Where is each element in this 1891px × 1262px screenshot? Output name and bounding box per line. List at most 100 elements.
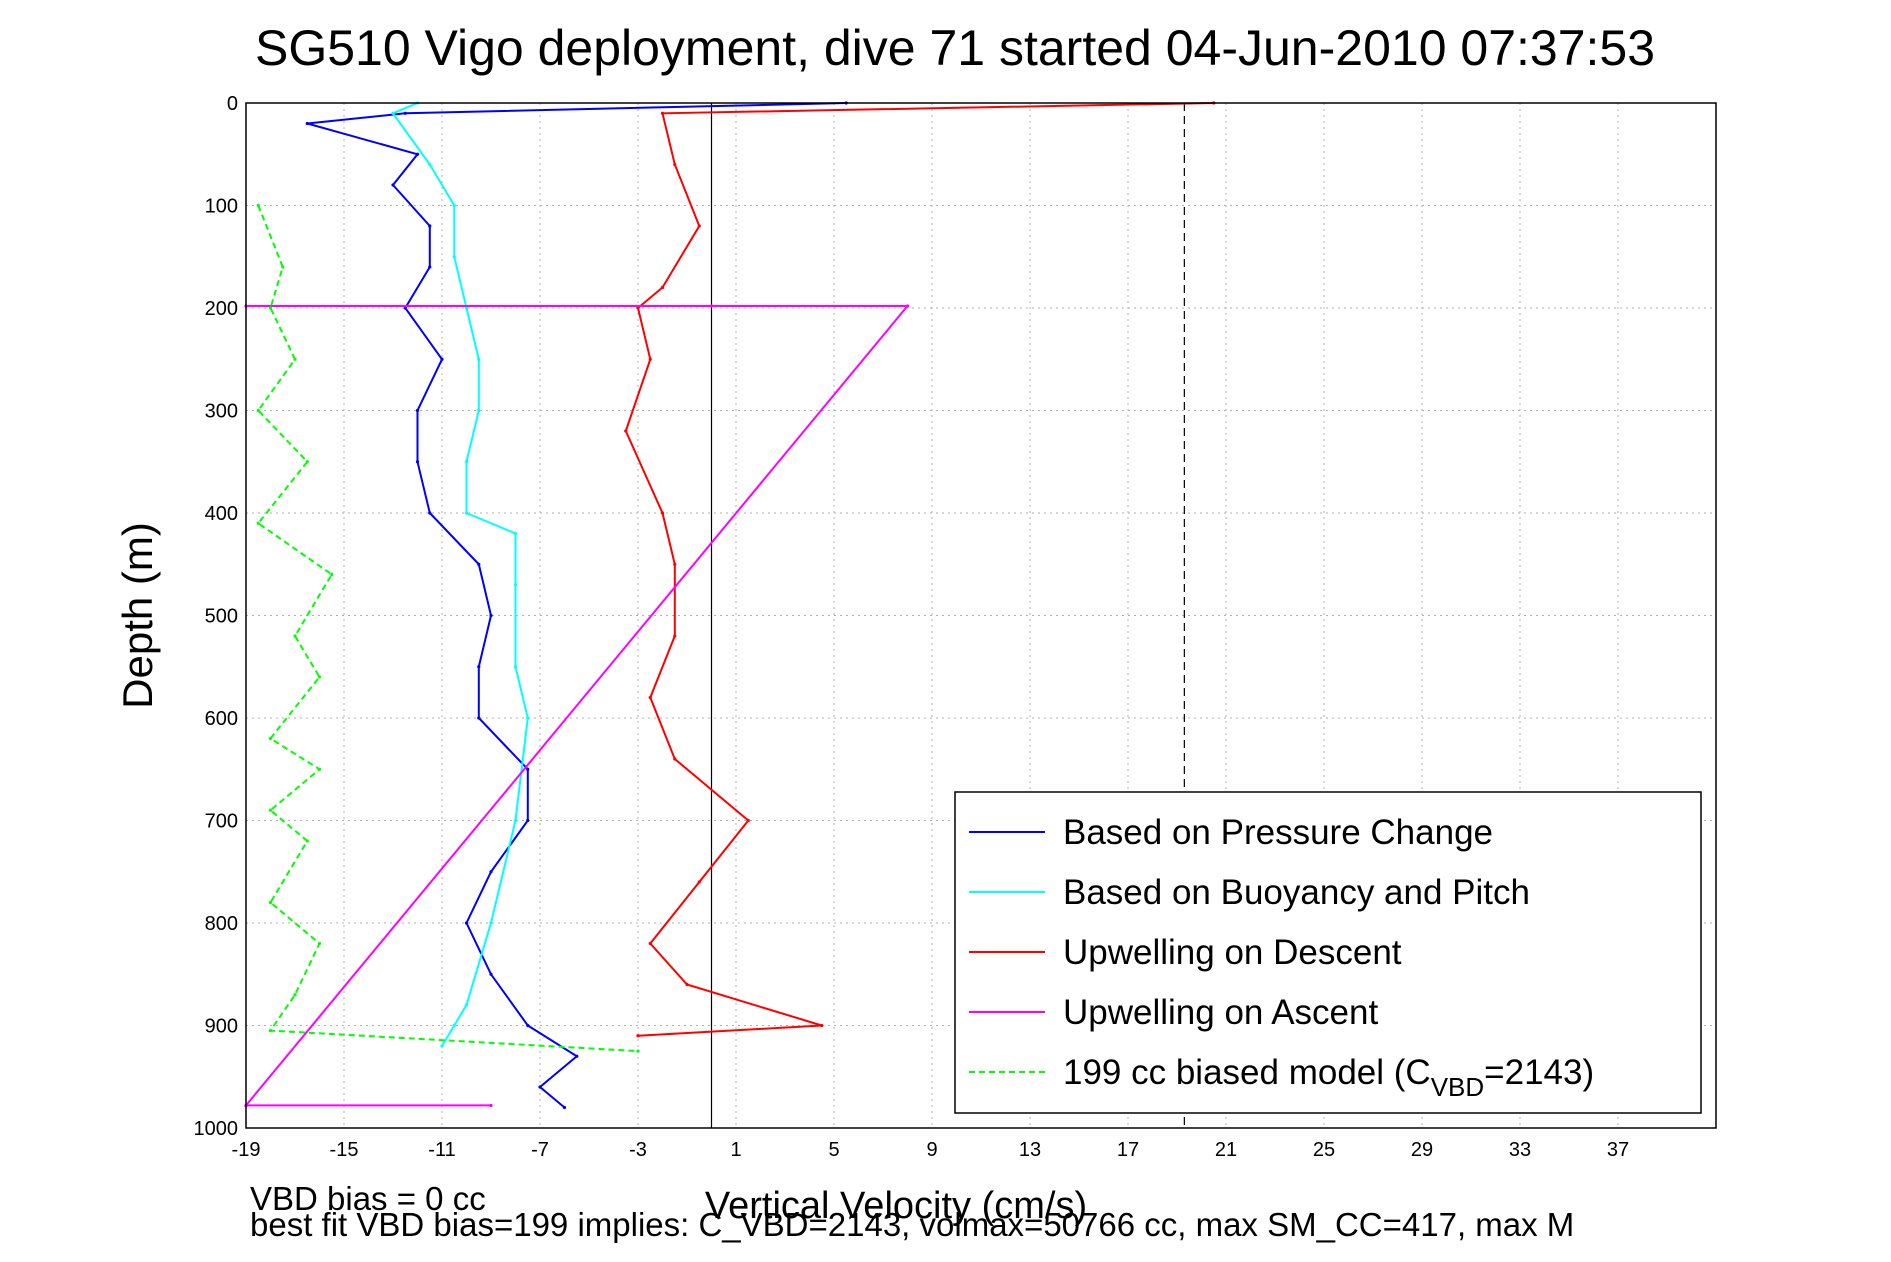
data-point	[660, 111, 665, 115]
data-point	[746, 818, 750, 823]
y-tick-label: 500	[205, 606, 238, 628]
data-point	[317, 767, 322, 771]
data-point	[268, 808, 273, 812]
data-point	[477, 357, 481, 361]
legend-label: Based on Pressure Change	[1063, 813, 1493, 852]
series-layer	[243, 101, 1216, 1110]
data-point	[673, 162, 677, 167]
y-tick-label: 400	[205, 503, 238, 525]
data-point	[477, 562, 481, 566]
series-2	[624, 101, 1216, 1038]
x-tick-label: 1	[730, 1139, 741, 1161]
data-point	[428, 511, 432, 515]
data-point	[489, 870, 493, 874]
data-point	[317, 941, 322, 946]
data-point	[489, 921, 493, 925]
data-point	[513, 818, 518, 823]
data-point	[317, 675, 322, 679]
data-point	[403, 111, 407, 115]
data-point	[820, 1023, 824, 1028]
series-line	[243, 305, 910, 1107]
data-point	[464, 511, 469, 515]
plot-frame	[245, 102, 1717, 1129]
x-tick-label: 21	[1215, 1139, 1237, 1161]
data-point	[415, 408, 420, 413]
data-point	[489, 972, 493, 976]
legend-label-suffix: =2143)	[1484, 1053, 1594, 1092]
reference-lines	[710, 103, 1185, 1128]
data-point	[268, 736, 273, 741]
data-point	[648, 357, 652, 361]
data-point	[268, 900, 273, 905]
data-point	[452, 203, 456, 208]
data-point	[305, 839, 309, 843]
series-1	[391, 101, 530, 1048]
y-tick-label: 1000	[194, 1118, 239, 1140]
data-point	[415, 460, 420, 464]
legend-label-subscript: VBD	[1431, 1072, 1484, 1102]
data-point	[256, 203, 260, 208]
series-3	[243, 304, 910, 1108]
data-point	[305, 121, 309, 126]
data-point	[452, 1023, 456, 1028]
y-tick-label: 0	[227, 93, 238, 115]
data-point	[464, 1003, 469, 1007]
x-tick-label: 37	[1607, 1139, 1629, 1161]
data-point	[660, 511, 665, 515]
best-fit-note: best fit VBD bias=199 implies: C_VBD=214…	[250, 1206, 1574, 1243]
data-point	[477, 408, 481, 413]
data-point	[697, 224, 701, 228]
x-tick-label: -3	[629, 1139, 647, 1161]
data-point	[538, 1085, 542, 1089]
data-point	[440, 1044, 444, 1048]
x-tick-label: 33	[1509, 1139, 1531, 1161]
series-line	[307, 102, 847, 1109]
x-tick-label: -19	[232, 1139, 261, 1161]
data-point	[268, 1029, 273, 1033]
y-tick-label: 900	[205, 1016, 238, 1038]
data-point	[428, 224, 432, 228]
data-point	[440, 357, 444, 361]
data-point	[575, 1054, 579, 1058]
data-point	[477, 665, 481, 669]
y-tick-label: 200	[205, 298, 238, 320]
data-point	[293, 634, 297, 638]
data-point	[403, 306, 407, 310]
data-point	[489, 613, 493, 618]
y-tick-label: 700	[205, 811, 238, 833]
data-point	[513, 583, 518, 587]
data-point	[256, 408, 260, 413]
legend-box	[954, 791, 1702, 1114]
legend: Based on Pressure Change Based on Buoyanc…	[954, 791, 1702, 1114]
x-tick-label: 13	[1019, 1139, 1041, 1161]
x-tick-label: 25	[1313, 1139, 1335, 1161]
tick-labels: -19 -15 -11 -7 -3 1 5 9 13 17 21 25 29 33 37 0 100 200 300…	[194, 93, 1630, 1161]
data-point	[624, 429, 628, 433]
series-line	[256, 205, 639, 1053]
y-tick-label: 600	[205, 708, 238, 730]
data-point	[293, 993, 297, 997]
x-tick-label: 5	[828, 1139, 839, 1161]
data-point	[648, 695, 652, 700]
data-point	[648, 941, 652, 946]
data-point	[513, 665, 518, 669]
data-point	[636, 1034, 640, 1038]
data-point	[660, 285, 665, 290]
data-point	[489, 1103, 493, 1108]
data-point	[562, 1105, 567, 1110]
data-point	[697, 880, 701, 884]
data-point	[391, 183, 395, 187]
data-point	[636, 306, 640, 310]
y-tick-label: 300	[205, 401, 238, 423]
data-point	[526, 716, 530, 720]
data-point	[709, 304, 714, 308]
data-point	[905, 304, 910, 308]
legend-label-prefix: 199 cc biased model (C	[1063, 1053, 1431, 1092]
data-point	[636, 1049, 640, 1053]
data-point	[428, 265, 432, 269]
legend-label: Upwelling on Descent	[1063, 933, 1402, 972]
x-tick-label: -15	[330, 1139, 359, 1161]
data-point	[415, 152, 420, 156]
x-axis-label: Vertical Velocity (cm/s)	[705, 1185, 1087, 1227]
